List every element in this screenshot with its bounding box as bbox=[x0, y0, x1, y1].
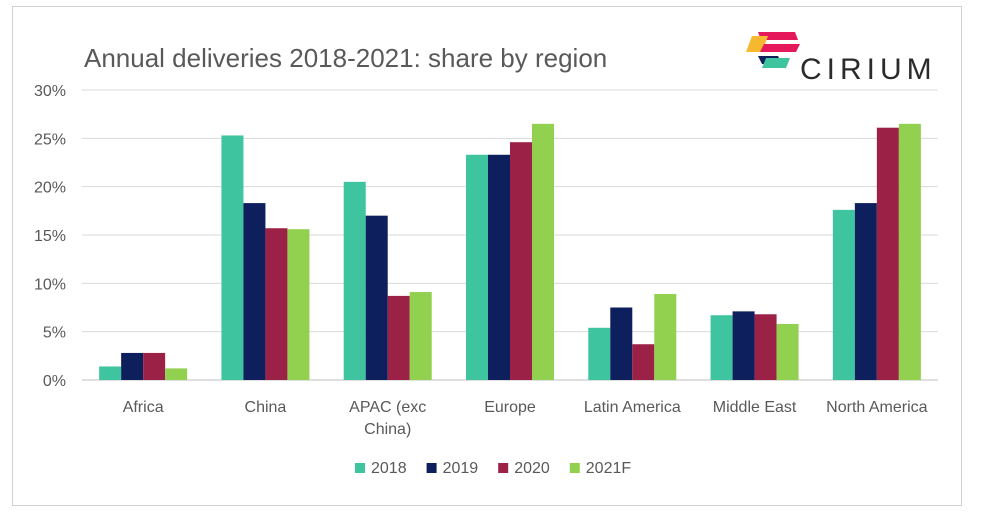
legend-label: 2021F bbox=[586, 460, 632, 477]
bar bbox=[732, 311, 755, 380]
y-tick-label: 0% bbox=[43, 373, 66, 390]
bar bbox=[387, 295, 410, 380]
bar bbox=[532, 123, 554, 380]
x-category-label: Latin America bbox=[584, 399, 681, 416]
bar bbox=[832, 209, 855, 380]
legend-label: 2020 bbox=[514, 460, 550, 477]
bar bbox=[165, 368, 188, 380]
bar bbox=[365, 215, 388, 380]
bar bbox=[466, 154, 488, 380]
x-category-label: North America bbox=[826, 399, 927, 416]
bar bbox=[854, 203, 877, 380]
legend-swatch bbox=[426, 463, 437, 473]
bar bbox=[876, 127, 899, 380]
bar bbox=[243, 203, 266, 380]
bar bbox=[776, 323, 799, 380]
bar bbox=[632, 344, 655, 380]
bar bbox=[343, 181, 366, 380]
bars bbox=[99, 123, 921, 380]
y-axis-ticks: 0% 5% 10% 15% 20% 25% 30% bbox=[34, 83, 66, 390]
cirium-logo: CIRIUM bbox=[746, 32, 937, 86]
bar bbox=[510, 142, 532, 380]
bar bbox=[488, 154, 510, 380]
legend: 2018 2019 2020 2021F bbox=[355, 460, 631, 477]
legend-swatch bbox=[355, 463, 365, 473]
y-tick-label: 20% bbox=[34, 180, 66, 197]
bar bbox=[754, 314, 777, 380]
bar bbox=[99, 366, 122, 380]
y-tick-label: 5% bbox=[43, 325, 66, 342]
chart-title: Annual deliveries 2018-2021: share by re… bbox=[84, 43, 607, 73]
bar bbox=[221, 135, 244, 380]
legend-swatch bbox=[569, 463, 580, 473]
legend-label: 2018 bbox=[371, 460, 407, 477]
x-category-label: Africa bbox=[123, 399, 164, 416]
y-tick-label: 25% bbox=[34, 131, 66, 148]
x-category-label: China) bbox=[364, 421, 411, 438]
bar bbox=[710, 315, 733, 380]
bar bbox=[143, 352, 166, 380]
bar bbox=[654, 293, 677, 380]
y-tick-label: 10% bbox=[34, 276, 66, 293]
x-category-label: Europe bbox=[484, 399, 536, 416]
x-axis-categories: Africa China APAC (exc China) Europe Latin Am… bbox=[123, 399, 928, 438]
bar bbox=[287, 229, 310, 380]
legend-swatch bbox=[498, 463, 509, 473]
x-category-label: APAC (exc bbox=[349, 399, 426, 416]
bar bbox=[610, 307, 633, 380]
x-category-label: China bbox=[245, 399, 287, 416]
logo-text: CIRIUM bbox=[800, 53, 937, 86]
y-tick-label: 30% bbox=[34, 83, 66, 100]
bar bbox=[121, 352, 144, 380]
bar bbox=[898, 123, 921, 380]
y-tick-label: 15% bbox=[34, 228, 66, 245]
x-category-label: Middle East bbox=[713, 399, 797, 416]
legend-label: 2019 bbox=[443, 460, 479, 477]
bar bbox=[265, 228, 288, 380]
bar bbox=[409, 292, 432, 380]
bar bbox=[588, 327, 611, 380]
cirium-logo-mark-icon bbox=[746, 32, 800, 68]
